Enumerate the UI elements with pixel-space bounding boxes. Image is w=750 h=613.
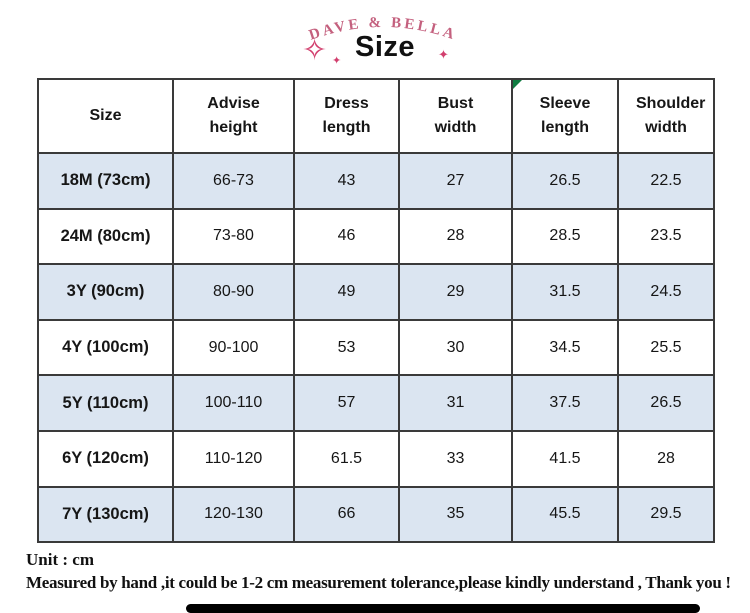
value-cell: 31.5: [511, 263, 619, 321]
table-header-row: Size Advise height Dress length Bust wid…: [37, 78, 715, 154]
value-cell: 28: [617, 429, 715, 488]
value-cell: 30: [398, 318, 513, 377]
value-cell: 24.5: [617, 263, 715, 321]
table-row: 5Y (110cm) 100-110 57 31 37.5 26.5: [37, 374, 715, 432]
table-row: 24M (80cm) 73-80 46 28 28.5 23.5: [37, 207, 715, 266]
value-cell: 110-120: [172, 429, 295, 488]
value-cell: 43: [293, 152, 400, 210]
header-cell-shoulder-width: Shoulder width: [617, 78, 715, 154]
tolerance-note: Measured by hand ,it could be 1-2 cm mea…: [26, 573, 731, 592]
value-cell: 49: [293, 263, 400, 321]
size-cell: 7Y (130cm): [37, 485, 174, 544]
size-cell: 4Y (100cm): [37, 318, 174, 377]
value-cell: 61.5: [293, 429, 400, 488]
cell-corner-marker-icon: [514, 81, 522, 89]
bottom-bar: [186, 604, 700, 613]
table-row: 7Y (130cm) 120-130 66 35 45.5 29.5: [37, 485, 715, 544]
value-cell: 27: [398, 152, 513, 210]
value-cell: 31: [398, 374, 513, 432]
size-cell: 18M (73cm): [37, 152, 174, 210]
header-cell-size: Size: [37, 78, 174, 154]
value-cell: 34.5: [511, 318, 619, 377]
value-cell: 25.5: [617, 318, 715, 377]
sparkle-icon: ✦: [332, 54, 342, 67]
value-cell: 22.5: [617, 152, 715, 210]
value-cell: 28.5: [511, 207, 619, 266]
value-cell: 26.5: [511, 152, 619, 210]
value-cell: 29.5: [617, 485, 715, 544]
value-cell: 28: [398, 207, 513, 266]
value-cell: 53: [293, 318, 400, 377]
value-cell: 45.5: [511, 485, 619, 544]
value-cell: 29: [398, 263, 513, 321]
value-cell: 100-110: [172, 374, 295, 432]
value-cell: 120-130: [172, 485, 295, 544]
table-row: 4Y (100cm) 90-100 53 30 34.5 25.5: [37, 318, 715, 377]
unit-note: Unit : cm: [26, 550, 94, 569]
value-cell: 37.5: [511, 374, 619, 432]
header-cell-dress-length: Dress length: [293, 78, 400, 154]
value-cell: 80-90: [172, 263, 295, 321]
header-cell-advise-height: Advise height: [172, 78, 295, 154]
value-cell: 26.5: [617, 374, 715, 432]
size-cell: 5Y (110cm): [37, 374, 174, 432]
size-cell: 6Y (120cm): [37, 429, 174, 488]
header-cell-bust-width: Bust width: [398, 78, 513, 154]
value-cell: 73-80: [172, 207, 295, 266]
table-row: 18M (73cm) 66-73 43 27 26.5 22.5: [37, 152, 715, 210]
value-cell: 46: [293, 207, 400, 266]
footer-notes: Unit : cm Measured by hand ,it could be …: [26, 550, 742, 593]
header-cell-sleeve-length: Sleeve length: [511, 78, 619, 154]
value-cell: 90-100: [172, 318, 295, 377]
value-cell: 66: [293, 485, 400, 544]
header-label: Sleeve length: [539, 95, 591, 136]
size-cell: 3Y (90cm): [37, 263, 174, 321]
value-cell: 33: [398, 429, 513, 488]
sparkle-icon: ✦: [438, 48, 449, 63]
value-cell: 66-73: [172, 152, 295, 210]
value-cell: 57: [293, 374, 400, 432]
size-chart-table: Size Advise height Dress length Bust wid…: [37, 78, 715, 544]
page-title: Size: [355, 31, 416, 63]
value-cell: 41.5: [511, 429, 619, 488]
size-cell: 24M (80cm): [37, 207, 174, 266]
brand-arc-text: DAVE & BELLA: [307, 15, 456, 44]
value-cell: 23.5: [617, 207, 715, 266]
table-row: 3Y (90cm) 80-90 49 29 31.5 24.5: [37, 263, 715, 321]
value-cell: 35: [398, 485, 513, 544]
table-row: 6Y (120cm) 110-120 61.5 33 41.5 28: [37, 429, 715, 488]
sparkle-icon: ✧: [302, 33, 328, 68]
